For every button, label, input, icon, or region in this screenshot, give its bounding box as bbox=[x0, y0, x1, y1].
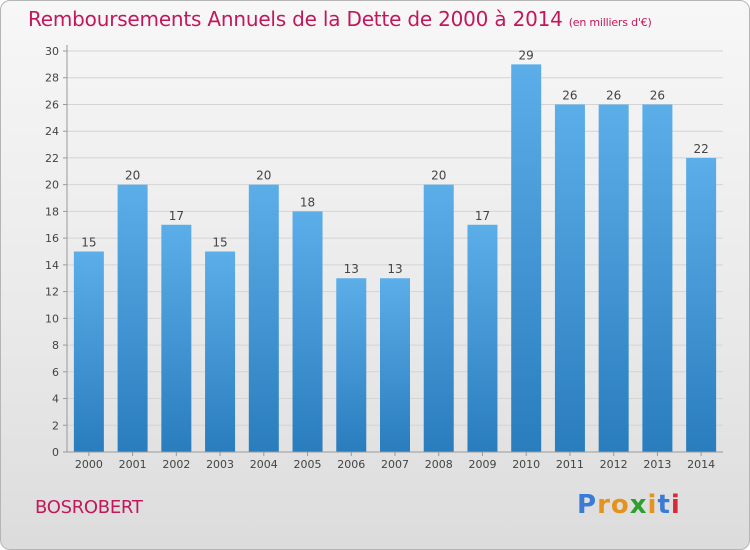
y-tick-label: 8 bbox=[52, 339, 59, 352]
x-tick-label: 2014 bbox=[687, 458, 715, 471]
bar bbox=[73, 251, 104, 452]
bar bbox=[205, 251, 236, 452]
y-tick-label: 30 bbox=[45, 45, 59, 58]
bar-value-label: 20 bbox=[256, 169, 271, 183]
bar bbox=[467, 224, 498, 452]
y-tick-label: 18 bbox=[45, 205, 59, 218]
bar-value-label: 13 bbox=[387, 262, 402, 276]
logo-letter: i bbox=[670, 490, 681, 520]
bar-value-label: 15 bbox=[212, 236, 227, 250]
y-tick-label: 14 bbox=[45, 259, 59, 272]
value-labels: 15 20 17 15 20 18 13 13 20 17 29 26 26 26 22 bbox=[81, 48, 709, 276]
proxiti-logo: Proxiti bbox=[577, 490, 681, 520]
y-tick-label: 0 bbox=[52, 446, 59, 459]
bar bbox=[117, 184, 148, 452]
axes bbox=[66, 45, 723, 453]
x-tick-label: 2009 bbox=[468, 458, 496, 471]
bar bbox=[292, 211, 323, 452]
bars bbox=[73, 64, 717, 452]
bar-value-label: 26 bbox=[606, 88, 621, 102]
bar bbox=[511, 64, 542, 452]
bar bbox=[161, 224, 192, 452]
y-tick-label: 4 bbox=[52, 393, 59, 406]
bar-value-label: 20 bbox=[431, 169, 446, 183]
bar-value-label: 20 bbox=[125, 169, 140, 183]
x-tick-label: 2013 bbox=[643, 458, 671, 471]
logo-letter: P bbox=[577, 490, 598, 520]
bar bbox=[423, 184, 454, 452]
bar-value-label: 13 bbox=[344, 262, 359, 276]
bar bbox=[686, 157, 717, 452]
logo-letter: i bbox=[647, 490, 658, 520]
bar-value-label: 29 bbox=[519, 48, 534, 62]
bar bbox=[336, 278, 367, 452]
x-tick-label: 2011 bbox=[556, 458, 584, 471]
logo-letter: r bbox=[597, 490, 611, 520]
bar bbox=[642, 104, 673, 452]
chart-unit: (en milliers d'€) bbox=[568, 16, 652, 29]
logo-letter: t bbox=[657, 490, 671, 520]
chart-title-text: Remboursements Annuels de la Dette de 20… bbox=[28, 7, 563, 31]
x-tick-label: 2003 bbox=[206, 458, 234, 471]
x-tick-label: 2012 bbox=[600, 458, 628, 471]
y-tick-label: 16 bbox=[45, 232, 59, 245]
logo-letter: o bbox=[610, 490, 630, 520]
x-tick-label: 2001 bbox=[119, 458, 147, 471]
bar bbox=[248, 184, 279, 452]
x-tick-label: 2008 bbox=[425, 458, 453, 471]
x-tick-label: 2005 bbox=[294, 458, 322, 471]
x-tick-label: 2007 bbox=[381, 458, 409, 471]
x-tick-label: 2004 bbox=[250, 458, 278, 471]
y-tick-label: 10 bbox=[45, 312, 59, 325]
bar-value-label: 22 bbox=[693, 142, 708, 156]
bar bbox=[598, 104, 629, 452]
x-tick-label: 2006 bbox=[337, 458, 365, 471]
y-tick-label: 6 bbox=[52, 366, 59, 379]
x-tick-label: 2000 bbox=[75, 458, 103, 471]
y-tick-label: 12 bbox=[45, 286, 59, 299]
bar bbox=[554, 104, 585, 452]
y-tick-label: 2 bbox=[52, 419, 59, 432]
bar-value-label: 26 bbox=[562, 88, 577, 102]
logo-letter: x bbox=[629, 490, 648, 520]
commune-name: BOSROBERT bbox=[35, 497, 143, 518]
y-tick-label: 24 bbox=[45, 125, 59, 138]
x-tick-label: 2002 bbox=[162, 458, 190, 471]
bar-value-label: 15 bbox=[81, 236, 96, 250]
bar bbox=[380, 278, 410, 452]
y-tick-label: 26 bbox=[45, 98, 59, 111]
bar-value-label: 18 bbox=[300, 195, 315, 209]
bar-value-label: 17 bbox=[169, 209, 184, 223]
x-tick-label: 2010 bbox=[512, 458, 540, 471]
x-axis-ticks: 2000 2001 2002 2003 2004 2005 2006 2007 2008 2009… bbox=[75, 452, 715, 471]
bar-value-label: 26 bbox=[650, 88, 665, 102]
y-tick-label: 22 bbox=[45, 152, 59, 165]
y-tick-label: 20 bbox=[45, 179, 59, 192]
y-tick-label: 28 bbox=[45, 72, 59, 85]
chart-title: Remboursements Annuels de la Dette de 20… bbox=[28, 7, 652, 31]
bar-value-label: 17 bbox=[475, 209, 490, 223]
